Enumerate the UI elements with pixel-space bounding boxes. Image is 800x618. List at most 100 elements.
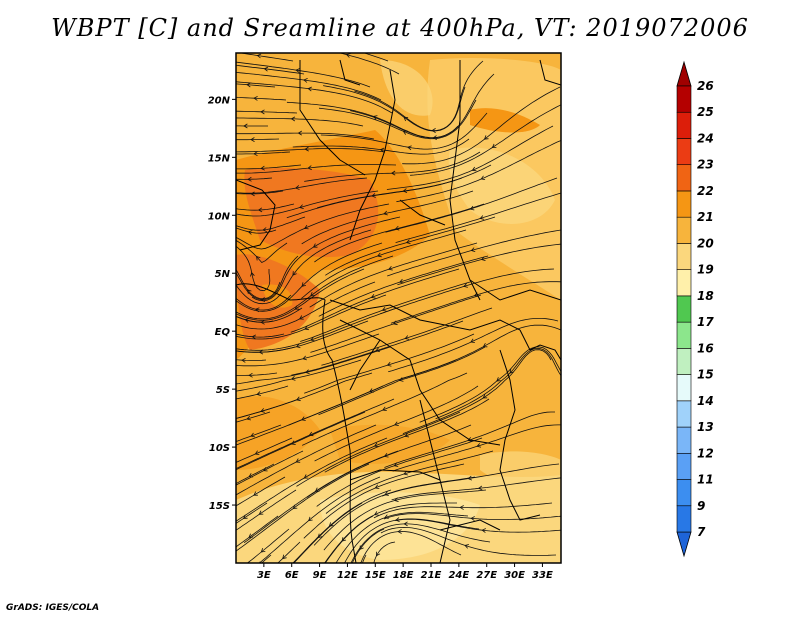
streamline: [391, 477, 561, 501]
streamline: [236, 148, 386, 153]
streamline: [236, 424, 377, 496]
streamline-arrow: [394, 421, 399, 426]
streamline: [419, 346, 561, 423]
x-tick-label: 12E: [337, 570, 358, 581]
streamline: [236, 64, 305, 75]
streamline-arrow: [480, 175, 486, 180]
streamline: [296, 411, 461, 487]
y-axis: 20N 15N 10N 5N EQ 5S 10S 15S: [208, 95, 236, 512]
streamline: [304, 333, 475, 394]
streamline: [390, 281, 561, 324]
colorbar-label: 25: [697, 105, 714, 119]
streamline: [236, 138, 280, 141]
streamline-arrow: [328, 522, 334, 527]
streamline: [236, 229, 372, 305]
streamline: [236, 385, 289, 400]
streamline-arrow: [471, 166, 477, 172]
streamline-arrow: [381, 306, 387, 312]
colorbar-label: 11: [697, 473, 714, 487]
streamline: [383, 513, 561, 520]
x-axis: 3E 6E 9E 12E 15E 18E 21E 24E 27E 30E 33E: [257, 563, 553, 581]
streamline-arrow: [384, 514, 389, 519]
y-tick-label: 5N: [215, 269, 231, 280]
streamline: [397, 243, 561, 286]
streamline-arrow: [483, 135, 489, 140]
streamline-arrow: [260, 408, 265, 413]
streamline: [304, 151, 481, 182]
streamline: [236, 245, 271, 292]
streamline-arrow: [376, 252, 382, 258]
streamline: [402, 349, 552, 434]
streamline-arrow: [248, 372, 253, 378]
streamline-arrow: [294, 305, 300, 310]
streamline-arrow: [477, 485, 483, 491]
streamline: [236, 255, 394, 320]
streamline-arrow: [482, 394, 488, 399]
streamline: [258, 476, 381, 563]
colorbar: 7 9 11 12 13 14 15 16 17 18 19 20 21 22 23 24 25 26: [676, 60, 714, 558]
streamline: [236, 346, 296, 353]
streamline: [286, 177, 463, 219]
streamline-arrow: [290, 376, 296, 381]
streamline: [386, 125, 554, 190]
colorbar-label: 24: [697, 131, 714, 145]
streamline-arrow: [345, 53, 351, 58]
streamline-arrow: [301, 416, 306, 421]
streamline: [324, 515, 374, 563]
streamline-arrow: [295, 458, 301, 463]
streamline: [236, 117, 364, 127]
streamline: [236, 398, 395, 470]
streamline-arrow: [301, 282, 306, 287]
colorbar-label: 15: [697, 368, 714, 382]
streamline-arrow: [290, 440, 296, 445]
streamline-arrow: [467, 437, 473, 442]
streamline: [236, 346, 391, 385]
streamline-arrow: [290, 116, 296, 122]
streamline-arrow: [307, 86, 312, 92]
x-tick-label: 9E: [313, 570, 327, 581]
y-tick-label: 20N: [208, 95, 231, 106]
x-tick-label: 24E: [448, 570, 469, 581]
streamline: [380, 526, 557, 556]
colorbar-segment: [676, 426, 692, 454]
streamline: [303, 463, 465, 539]
streamline-arrow: [491, 143, 497, 148]
colorbar-segment: [676, 348, 692, 375]
streamline: [325, 216, 496, 276]
streamline: [236, 164, 397, 174]
streamline-arrow: [404, 335, 410, 340]
streamline: [402, 86, 561, 165]
streamline-arrow: [304, 325, 309, 331]
streamline: [236, 190, 379, 217]
streamline-arrow: [260, 165, 265, 171]
colorbar-segment: [676, 111, 692, 139]
streamline-arrow: [370, 294, 376, 299]
streamline: [314, 385, 479, 462]
streamline: [360, 530, 462, 563]
streamline-arrow: [341, 537, 347, 542]
colorbar-min-triangle: [676, 531, 692, 558]
colorbar-label: 22: [697, 184, 714, 198]
streamline: [318, 99, 477, 140]
x-tick-label: 27E: [476, 570, 497, 581]
streamline: [236, 81, 393, 114]
colorbar-segment: [676, 321, 692, 349]
colorbar-segment: [676, 400, 692, 428]
streamline: [236, 450, 304, 486]
streamline-arrow: [399, 278, 404, 284]
colorbar-segment: [676, 374, 692, 402]
streamline: [236, 359, 362, 392]
streamline-arrow: [263, 66, 269, 72]
streamline-arrow: [386, 361, 392, 367]
streamline-arrow: [247, 230, 253, 235]
streamline: [236, 359, 267, 361]
streamline: [373, 502, 553, 519]
streamline: [277, 541, 301, 563]
streamline-arrow: [479, 215, 485, 220]
streamline: [310, 294, 482, 353]
streamline-arrow: [459, 505, 464, 510]
streamline-arrow: [255, 255, 261, 261]
streamlines: [236, 53, 561, 563]
streamline: [236, 515, 279, 548]
streamline: [338, 53, 400, 75]
